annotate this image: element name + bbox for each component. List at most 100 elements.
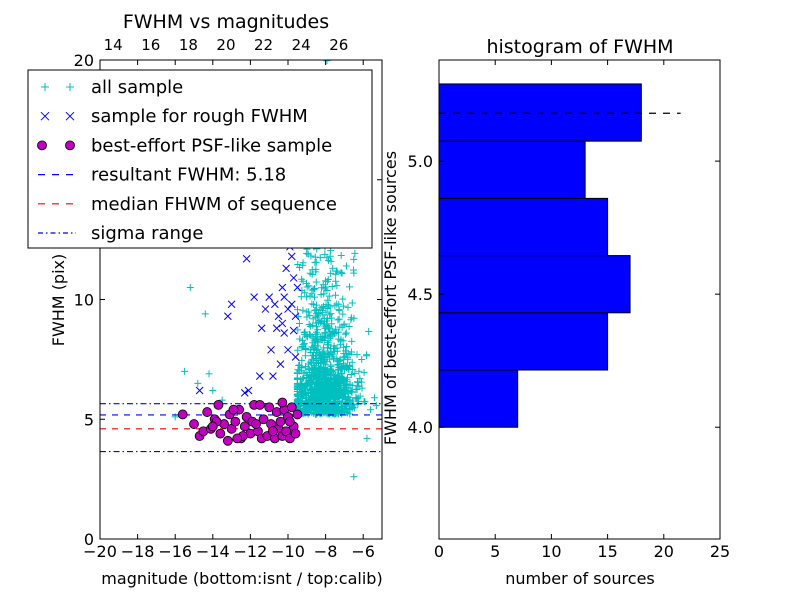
all-sample-point [348,358,356,366]
legend-box [27,69,373,249]
all-sample-point [339,337,347,345]
histogram-ticks [438,60,721,539]
all-sample-point [311,284,319,292]
all-sample-point [332,291,340,299]
rough-fwhm-point [278,283,287,292]
histogram-bar [438,255,631,314]
all-sample-point [315,365,323,373]
all-sample-point [299,277,307,285]
all-sample-point [313,381,321,389]
all-sample-point [323,287,331,295]
legend-marker [65,140,75,151]
all-sample-point [329,264,337,272]
all-sample-point [325,292,333,300]
all-sample-point [308,343,316,351]
all-sample-point [347,370,355,378]
all-sample-point [346,350,354,358]
all-sample-point [342,364,350,372]
all-sample-point [301,328,309,336]
rough-fwhm-point [195,386,204,395]
all-sample-point [300,391,308,399]
all-sample-point [337,268,345,276]
all-sample-point [316,377,324,385]
all-sample-point [299,306,307,314]
rough-fwhm-point [287,252,296,261]
all-sample-point [333,403,341,411]
all-sample-point [300,340,308,348]
all-sample-point [332,376,340,384]
all-sample-point [349,403,357,411]
all-sample-point [299,341,307,349]
top-tick-label: 16 [141,36,160,54]
all-sample-point [306,377,314,385]
rough-fwhm-point [287,300,296,309]
rough-fwhm-point [291,353,300,361]
psf-like-point [230,416,241,427]
all-sample-point [360,369,368,377]
all-sample-point [353,386,361,394]
all-sample-point [309,393,317,401]
all-sample-point [312,258,320,266]
all-sample-point [320,290,328,298]
all-sample-point [319,281,327,289]
all-sample-point [355,382,363,390]
all-sample-point [306,397,314,405]
psf-like-point [189,419,199,429]
all-sample-point [318,391,326,399]
rough-fwhm-point [284,305,292,313]
all-sample-point [341,330,349,338]
all-sample-point [317,359,325,367]
all-sample-point [345,323,353,331]
legend-entry: best-effort PSF-like sample [37,135,332,156]
psf-like-point [228,404,239,415]
all-sample-point [336,357,344,365]
all-sample-point [333,282,341,290]
psf-like-point [202,407,213,417]
all-sample-point [337,252,345,260]
all-sample-point [316,254,324,262]
legend-entry: sigma range [38,223,203,244]
all-sample-point [300,328,308,336]
rough-fwhm-point [267,345,275,354]
all-sample-point [294,346,302,354]
all-sample-point [338,404,346,412]
all-sample-point [358,356,366,364]
psf-like-point [213,399,224,410]
all-sample-point [302,399,310,407]
x-tick-label: 5 [490,542,500,561]
all-sample-point [344,350,352,358]
all-sample-point [309,315,317,323]
all-sample-point [333,344,341,352]
all-sample-point [327,310,335,318]
all-sample-point [338,362,346,370]
rough-fwhm-points [195,242,302,397]
psf-like-point [254,399,265,410]
all-sample-point [299,261,307,269]
all-sample-point [353,395,361,403]
rough-fwhm-point [289,326,298,335]
all-sample-point [309,366,317,374]
reference-lines [100,403,382,453]
all-sample-point [312,268,320,276]
x-tick-label: 20 [654,542,674,561]
all-sample-point [346,387,354,395]
histogram-panel: histogram of FWHM 0 5 10 15 20 25 4.0 4.5 5.0 nu… [381,36,730,588]
all-sample-point [327,257,335,265]
rough-fwhm-point [261,305,270,313]
histogram-bars [438,83,642,428]
all-sample-point [346,283,354,291]
all-sample-point [318,336,326,344]
all-sample-point [372,402,380,410]
all-sample-point [205,370,213,378]
histogram-bar [438,197,609,257]
all-sample-point [323,344,331,352]
all-sample-point [350,404,358,412]
rough-fwhm-point [272,324,281,333]
x-tick-label: −16 [158,542,192,561]
all-sample-point [296,361,304,369]
all-sample-point [332,267,340,275]
histogram-bar [438,140,586,199]
legend-entry: median FHWM of sequence [38,194,337,215]
all-sample-point [327,345,335,353]
top-tick-label: 26 [329,36,348,54]
